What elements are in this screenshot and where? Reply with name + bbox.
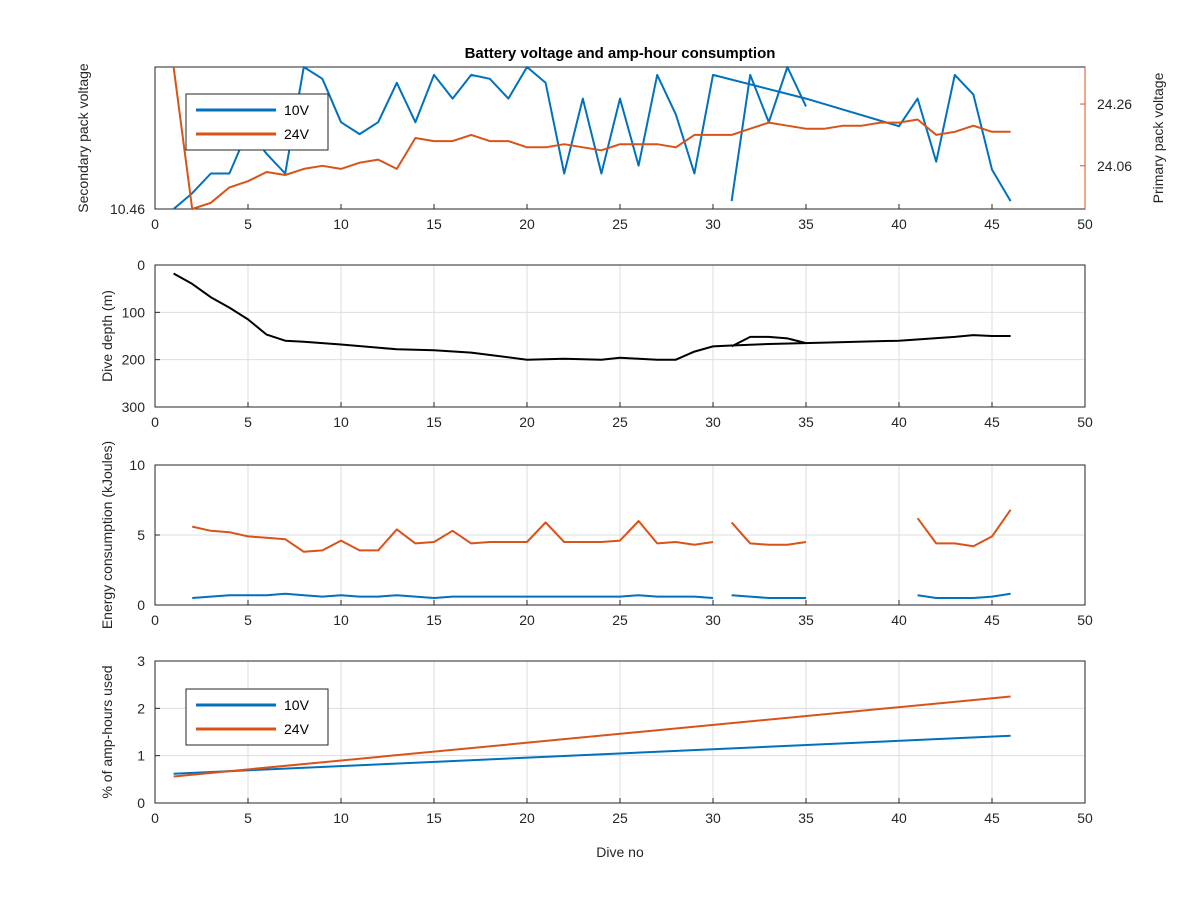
series-line-10V bbox=[173, 734, 1011, 775]
x-tick-label: 40 bbox=[891, 414, 907, 430]
series-line-10V-seg-3 bbox=[917, 592, 1011, 599]
x-tick-label: 0 bbox=[151, 216, 159, 232]
x-tick-label: 30 bbox=[705, 612, 721, 628]
y-right-tick-label: 24.06 bbox=[1097, 158, 1132, 174]
x-tick-label: 35 bbox=[798, 414, 814, 430]
x-tick-label: 45 bbox=[984, 612, 1000, 628]
series-line-24V-seg-3 bbox=[916, 509, 1012, 548]
y-tick-label: 10 bbox=[129, 457, 145, 473]
x-tick-label: 5 bbox=[244, 810, 252, 826]
legend-label-24V: 24V bbox=[284, 126, 310, 142]
y-axis-label: Secondary pack voltage bbox=[75, 63, 91, 213]
series-line-24V-seg-2 bbox=[730, 521, 807, 546]
x-tick-label: 15 bbox=[426, 216, 442, 232]
panel-1: 0 5 10 15 20 25 30 35 40 45 50 10.46 24.06 24.26 Prima… bbox=[75, 45, 1166, 232]
panel-3: 0 5 10 15 20 25 30 35 40 45 50 0 5 10 Energy consumpti… bbox=[99, 441, 1093, 629]
x-tick-label: 40 bbox=[891, 216, 907, 232]
x-tick-label: 40 bbox=[891, 810, 907, 826]
x-tick-label: 45 bbox=[984, 414, 1000, 430]
y-tick-label: 0 bbox=[137, 597, 145, 613]
y-axis-label: Energy consumption (kJoules) bbox=[99, 441, 115, 629]
y-tick-label: 1 bbox=[137, 748, 145, 764]
y-right-tick-label: 24.26 bbox=[1097, 96, 1132, 112]
x-tick-label: 50 bbox=[1077, 216, 1093, 232]
x-tick-label: 50 bbox=[1077, 810, 1093, 826]
legend-box-0 bbox=[185, 93, 329, 151]
x-tick-label: 10 bbox=[333, 810, 349, 826]
x-tick-label: 20 bbox=[519, 810, 535, 826]
y-tick-label: 0 bbox=[137, 795, 145, 811]
x-tick-label: 50 bbox=[1077, 612, 1093, 628]
series-line-24V bbox=[173, 695, 1011, 778]
x-tick-label: 0 bbox=[151, 612, 159, 628]
y-tick-label: 200 bbox=[122, 352, 146, 368]
x-tick-label: 35 bbox=[798, 216, 814, 232]
y-tick-label: 0 bbox=[137, 257, 145, 273]
series-line-depth-part-1 bbox=[731, 335, 807, 348]
legend-label-24V: 24V bbox=[284, 721, 310, 737]
x-tick-label: 20 bbox=[519, 216, 535, 232]
x-tick-label: 5 bbox=[244, 612, 252, 628]
series-line-10V-seg-2 bbox=[731, 594, 806, 599]
series-line-24V bbox=[172, 66, 1011, 210]
x-tick-label: 20 bbox=[519, 414, 535, 430]
x-tick-label: 15 bbox=[426, 612, 442, 628]
x-tick-label: 10 bbox=[333, 414, 349, 430]
panel-4: 0 5 10 15 20 25 30 35 40 45 50 0 1 2 3 10V 24V % of amp-h… bbox=[99, 653, 1093, 860]
x-tick-label: 15 bbox=[426, 414, 442, 430]
series-line-depth-part-0 bbox=[173, 272, 1011, 361]
x-tick-label: 25 bbox=[612, 612, 628, 628]
x-tick-label: 50 bbox=[1077, 414, 1093, 430]
y-tick-label: 10.46 bbox=[110, 201, 145, 217]
x-tick-label: 30 bbox=[705, 414, 721, 430]
y-tick-label: 3 bbox=[137, 653, 145, 669]
y-tick-label: 5 bbox=[137, 527, 145, 543]
y-tick-label: 100 bbox=[122, 304, 146, 320]
y-axis-label: % of amp-hours used bbox=[99, 665, 115, 798]
legend-label-10V: 10V bbox=[284, 102, 310, 118]
x-tick-label: 0 bbox=[151, 810, 159, 826]
x-tick-label: 30 bbox=[705, 216, 721, 232]
x-tick-label: 25 bbox=[612, 216, 628, 232]
x-tick-label: 25 bbox=[612, 414, 628, 430]
x-tick-label: 45 bbox=[984, 216, 1000, 232]
x-tick-label: 10 bbox=[333, 612, 349, 628]
x-tick-label: 10 bbox=[333, 216, 349, 232]
y-tick-label: 2 bbox=[137, 700, 145, 716]
x-tick-label: 35 bbox=[798, 810, 814, 826]
x-tick-label: 15 bbox=[426, 810, 442, 826]
panel-2: 0 5 10 15 20 25 30 35 40 45 50 0 100 200 300 Dive depth… bbox=[99, 257, 1093, 430]
chart-title: Battery voltage and amp-hour consumption bbox=[465, 45, 776, 62]
x-tick-label: 30 bbox=[705, 810, 721, 826]
x-tick-label: 0 bbox=[151, 414, 159, 430]
y-axis-label: Dive depth (m) bbox=[99, 290, 115, 382]
x-tick-label: 40 bbox=[891, 612, 907, 628]
legend-box-3 bbox=[185, 688, 329, 746]
x-tick-label: 5 bbox=[244, 216, 252, 232]
x-tick-label: 20 bbox=[519, 612, 535, 628]
x-tick-label: 5 bbox=[244, 414, 252, 430]
x-axis-label: Dive no bbox=[596, 844, 644, 860]
y-right-axis-label: Primary pack voltage bbox=[1150, 72, 1166, 203]
x-tick-label: 45 bbox=[984, 810, 1000, 826]
x-tick-label: 35 bbox=[798, 612, 814, 628]
x-tick-label: 25 bbox=[612, 810, 628, 826]
y-tick-label: 300 bbox=[122, 399, 146, 415]
series-line-10V-seg-1 bbox=[192, 592, 714, 599]
series-line-24V-seg-1 bbox=[191, 520, 714, 553]
legend-label-10V: 10V bbox=[284, 697, 310, 713]
